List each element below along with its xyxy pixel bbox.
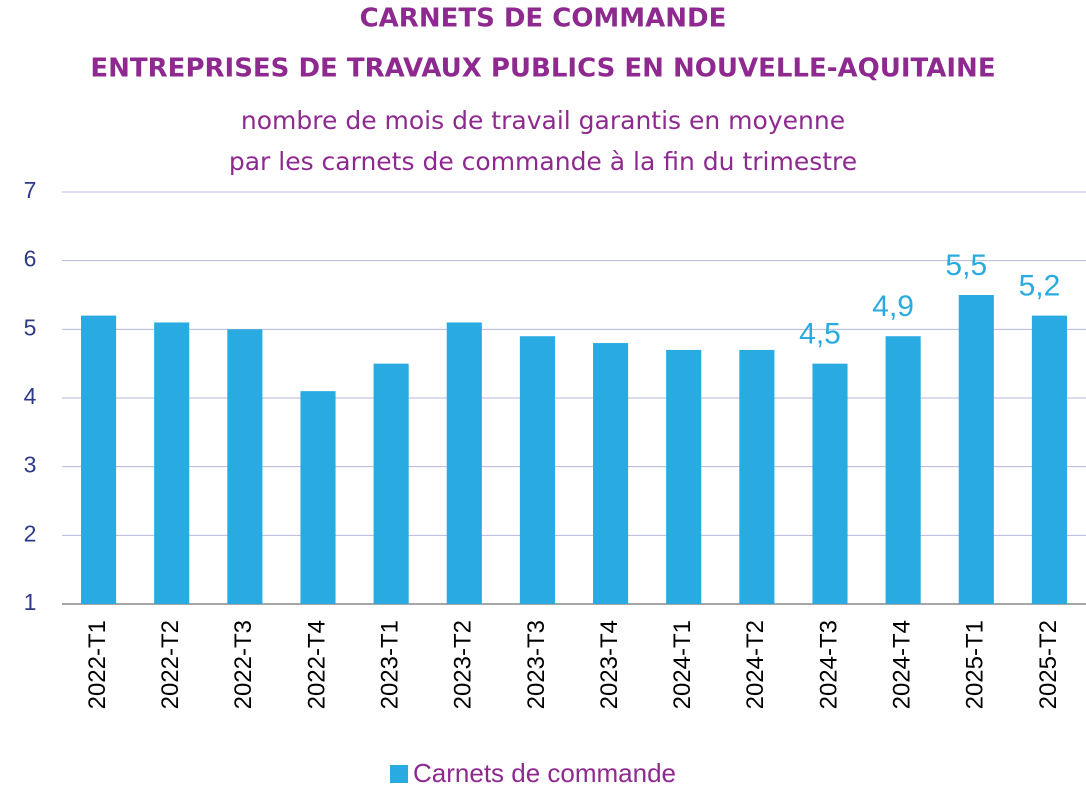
data-label: 4,5 (799, 318, 841, 351)
x-tick-label: 2024-T2 (742, 620, 769, 709)
chart-subtitle: nombre de mois de travail garantis en mo… (241, 106, 845, 135)
data-label: 5,5 (945, 249, 987, 282)
y-tick-label: 4 (24, 383, 37, 409)
bar (154, 322, 190, 604)
bar (300, 391, 336, 604)
x-tick-label: 2025-T1 (962, 620, 989, 709)
data-label: 5,2 (1019, 270, 1061, 303)
x-tick-label: 2024-T3 (815, 620, 842, 709)
bar (1031, 315, 1067, 604)
bar (446, 322, 482, 604)
chart-title: ENTREPRISES DE TRAVAUX PUBLICS EN NOUVEL… (90, 54, 995, 84)
chart-title: CARNETS DE COMMANDE (360, 4, 727, 34)
x-tick-label: 2024-T1 (669, 620, 696, 709)
y-tick-label: 3 (24, 452, 37, 478)
x-tick-label: 2023-T3 (523, 620, 550, 709)
x-tick-label: 2023-T1 (376, 620, 403, 709)
x-tick-label: 2023-T4 (596, 620, 623, 709)
data-label: 4,9 (872, 290, 914, 323)
bar (81, 315, 117, 604)
x-tick-label: 2024-T4 (888, 620, 915, 709)
bar (958, 295, 994, 604)
x-tick-label: 2022-T4 (303, 620, 330, 709)
x-tick-label: 2025-T2 (1035, 620, 1062, 709)
bar (373, 363, 409, 604)
x-tick-label: 2022-T3 (230, 620, 257, 709)
bar (739, 349, 775, 604)
legend-swatch (390, 765, 408, 783)
x-tick-label: 2023-T2 (450, 620, 477, 709)
x-tick-label: 2022-T1 (84, 620, 111, 709)
y-tick-label: 7 (24, 177, 37, 203)
y-tick-label: 6 (24, 246, 37, 272)
bar (812, 363, 848, 604)
y-tick-label: 5 (24, 314, 37, 340)
legend-label: Carnets de commande (413, 758, 676, 788)
bar (885, 336, 921, 604)
bar (227, 329, 263, 604)
bar (666, 349, 702, 604)
x-tick-label: 2022-T2 (157, 620, 184, 709)
y-tick-label: 2 (24, 520, 37, 546)
y-tick-label: 1 (24, 589, 37, 615)
bar (593, 343, 629, 604)
bar (519, 336, 555, 604)
chart-subtitle: par les carnets de commande à la fin du … (229, 147, 857, 176)
